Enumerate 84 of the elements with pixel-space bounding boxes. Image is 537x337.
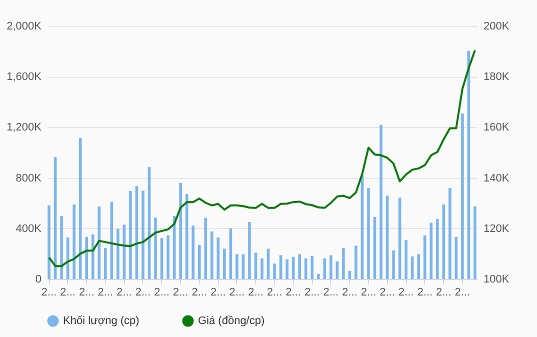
bar [166,235,170,279]
bar [142,190,144,279]
x-tick-label: 2... [266,286,282,298]
y-tick-label: 800K [16,172,42,184]
bar [367,188,370,279]
x-tick-label: 2... [286,286,301,298]
line-series [48,49,476,268]
bar [380,124,382,279]
x-tick-label: 2... [360,286,376,298]
x-tick-label: 2... [248,286,264,298]
bar [323,258,326,279]
x-tick-label: 2... [154,286,170,298]
bar [154,218,157,279]
bar [248,222,251,279]
bar [192,226,195,279]
bar [461,114,464,279]
x-tick-label: 2... [229,286,245,298]
legend-label: Giá (đồng/cp) [198,315,265,327]
x-tick-label: 2... [41,286,57,298]
x-tick-label: 2... [192,286,208,298]
bar [423,235,426,279]
bar [436,218,439,279]
bar [236,254,238,279]
y2-tick-label: 120K [484,222,510,235]
x-tick-label: 2... [304,286,320,298]
bar [216,238,220,279]
bar [72,204,76,279]
bar [354,246,358,279]
bar [60,216,63,279]
bar [310,256,314,279]
x-tick-label: 2... [342,286,358,298]
bar [273,264,276,279]
bar [329,255,332,279]
x-tick-label: 2... [454,286,470,298]
bar [116,228,120,279]
bar [204,218,208,279]
bar [286,259,288,279]
x-tick-label: 2... [116,286,132,298]
bar [316,274,320,279]
bar [260,258,264,279]
legend-label: Khối lượng (cp) [63,315,140,327]
bar [298,254,301,279]
bar [474,206,476,279]
x-tick-label: 2... [380,286,395,298]
bar [223,248,226,279]
bar [442,204,446,279]
bar [85,236,88,279]
x-tick-label: 2... [323,286,339,298]
bar [304,258,308,279]
y2-tick-label: 100K [484,274,510,286]
bar [430,222,433,279]
y2-tick-label: 160K [484,122,510,134]
bar [210,231,214,279]
y2-tick-label: 140K [484,172,510,184]
bar [198,244,201,279]
x-tick-label: 2... [398,286,414,298]
y2-tick-label: 180K [484,71,510,84]
x-tick-label: 2... [60,286,76,298]
y-tick-label: 1,600K [6,71,42,84]
x-tick-label: 2... [172,286,188,298]
x-tick-label: 2... [210,286,226,298]
bar [279,255,282,279]
x-tick-label: 2... [436,286,452,298]
bar [104,248,107,279]
y-tick-label: 0 [35,274,42,286]
bar [392,250,395,279]
y-tick-label: 1,200K [6,122,42,134]
x-tick-label: 2... [98,286,114,298]
bar [129,190,132,279]
bar [179,182,182,279]
bar [78,138,82,279]
x-tick-label: 2... [135,286,151,298]
bar [404,240,408,279]
y-tick-label: 400K [16,222,42,235]
bar [48,205,50,279]
bar [98,206,101,279]
x-tick-label: 2... [417,286,433,298]
bar [91,234,94,279]
bar [342,248,345,279]
bar [417,254,420,279]
y2-tick-label: 200K [484,20,510,32]
bar [448,188,452,279]
x-tick-label: 2... [78,286,94,298]
y-tick-label: 2,000K [6,20,42,32]
